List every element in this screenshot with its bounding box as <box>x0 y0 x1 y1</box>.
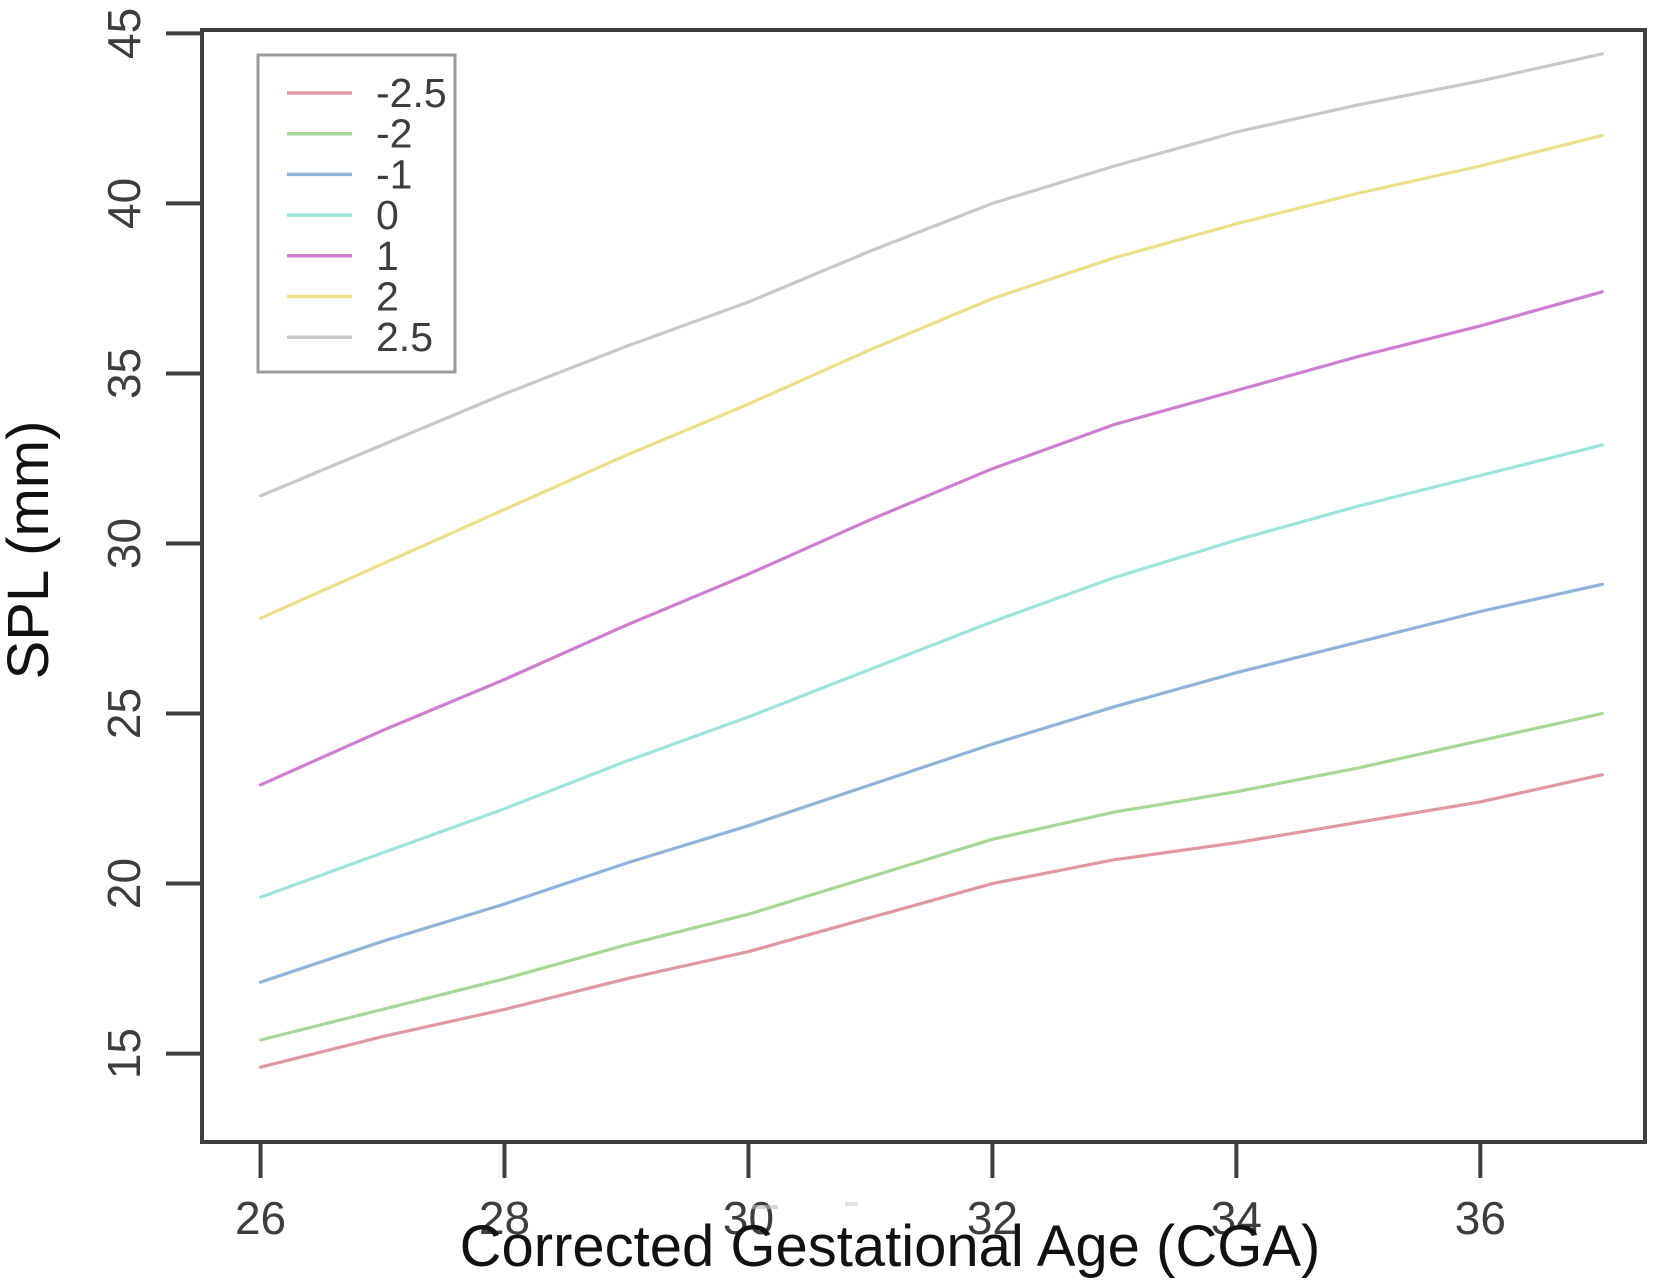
y-tick-label: 30 <box>98 518 150 569</box>
x-tick-label: 28 <box>479 1192 530 1244</box>
series-line-0 <box>258 443 1604 899</box>
legend-label: -1 <box>376 151 412 197</box>
x-axis-ticks: 26 28 30 32 34 36 <box>235 1142 1506 1244</box>
series-line-2.5 <box>258 52 1604 498</box>
y-tick-label: 35 <box>98 348 150 399</box>
series-line--2.5 <box>258 773 1604 1069</box>
y-axis-ticks: 15 20 25 30 35 40 45 <box>98 8 202 1079</box>
plot-border <box>200 28 1647 1144</box>
legend-label: 2 <box>376 274 399 320</box>
legend-label: 0 <box>376 192 399 238</box>
x-tick-label: 30 <box>723 1192 774 1244</box>
y-tick-label: 40 <box>98 178 150 229</box>
y-axis-title: SPL (mm) <box>0 421 61 680</box>
legend-label: 1 <box>376 233 399 279</box>
y-tick-label: 20 <box>98 858 150 909</box>
plot-frame <box>200 28 1647 1144</box>
x-tick-label: 26 <box>235 1192 286 1244</box>
x-tick-label: 36 <box>1455 1192 1506 1244</box>
x-tick-label: 34 <box>1211 1192 1262 1244</box>
legend-label: -2 <box>376 111 412 157</box>
y-tick-label: 45 <box>98 8 150 59</box>
x-axis-title: Corrected Gestational Age (CGA) <box>460 1214 1321 1279</box>
series-line-1 <box>258 290 1604 787</box>
x-tick-label: 32 <box>967 1192 1018 1244</box>
series-line-2 <box>258 133 1604 620</box>
y-tick-label: 15 <box>98 1028 150 1079</box>
y-tick-label: 25 <box>98 688 150 739</box>
series-line--2 <box>258 711 1604 1042</box>
series-line--1 <box>258 582 1604 984</box>
legend-label: 2.5 <box>376 314 433 360</box>
legend-label: -2.5 <box>376 70 447 116</box>
data-series <box>258 52 1604 1069</box>
scan-artifacts <box>752 1202 858 1209</box>
